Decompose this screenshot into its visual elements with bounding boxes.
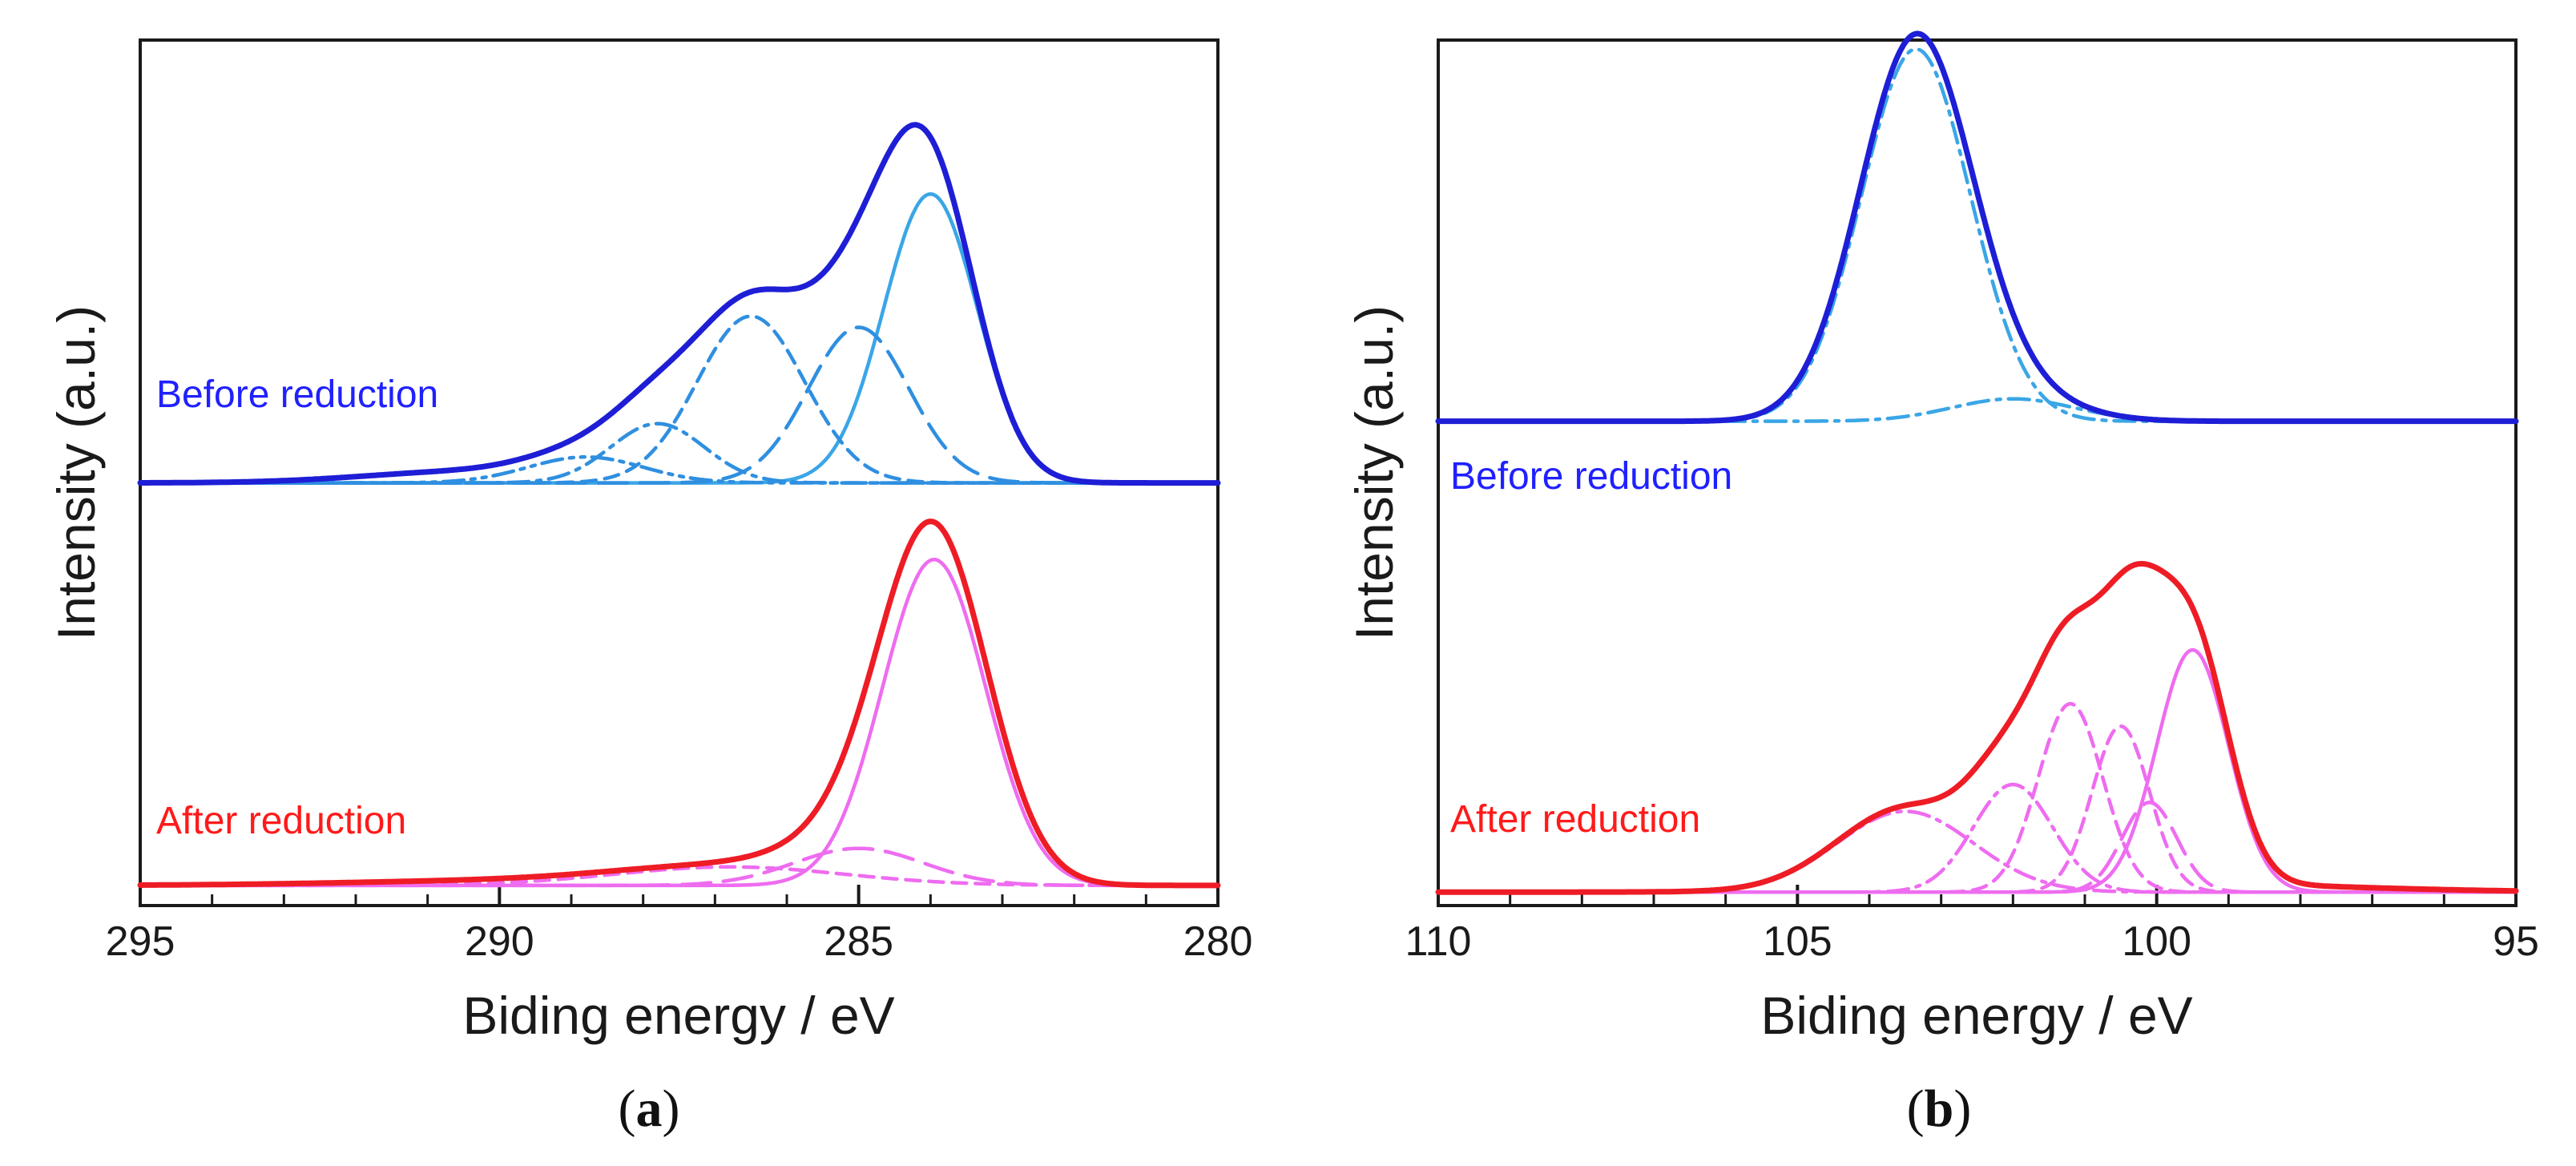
x-tick-label-110: 110 xyxy=(1405,918,1472,965)
component-after-short-dash-component-line xyxy=(138,865,1220,888)
y-axis-label-b: Intensity (a.u.) xyxy=(1344,305,1404,640)
panel-label-b: (b) xyxy=(1907,1079,1972,1138)
envelope-before-reduction-line xyxy=(137,122,1221,486)
x-axis-label-a: Biding energy / eV xyxy=(462,986,894,1045)
x-tick-labels-b: 110 105 100 95 xyxy=(1405,918,2539,965)
x-tick-label-280: 280 xyxy=(1183,918,1253,965)
component-c-c-component-line xyxy=(138,192,1220,485)
panel-b: 110 105 100 95 Before reduction After reduc… xyxy=(1344,30,2539,1138)
component-dash-dot-dot-component-line xyxy=(138,454,1220,485)
series-label-before-b: Before reduction xyxy=(1450,455,1732,498)
x-tick-labels-a: 295 290 285 280 xyxy=(106,918,1253,965)
panel-label-a: (a) xyxy=(619,1079,680,1138)
series-label-before-a: Before reduction xyxy=(156,373,438,416)
panel-a: 295 290 285 280 Before reduction After redu… xyxy=(46,38,1253,1138)
component-after-short-dash-component-1-line xyxy=(1436,724,2518,894)
envelope-after-reduction-line xyxy=(137,518,1221,889)
envelope-after-reduction-line xyxy=(1435,561,2519,895)
panel-letter-a: a xyxy=(636,1079,663,1138)
y-axis-label-a: Intensity (a.u.) xyxy=(46,305,106,640)
component-before-main-component-line xyxy=(1436,46,2518,423)
plot-frame-b xyxy=(1437,38,2518,907)
envelope-before-reduction-line xyxy=(1435,30,2519,425)
panel-letter-b: b xyxy=(1925,1079,1954,1138)
x-tick-label-100: 100 xyxy=(2122,918,2191,965)
series-label-after-a: After reduction xyxy=(156,800,406,842)
curves-b xyxy=(1435,30,2519,895)
x-tick-label-295: 295 xyxy=(106,918,175,965)
x-axis-label-b: Biding energy / eV xyxy=(1760,986,2192,1045)
component-after-solid-component-line xyxy=(1436,648,2518,894)
series-label-after-b: After reduction xyxy=(1450,798,1700,841)
plot-frame-a xyxy=(139,38,1219,907)
major-ticks-a xyxy=(139,885,1219,906)
minor-ticks-a xyxy=(211,894,1147,906)
x-tick-label-290: 290 xyxy=(465,918,534,965)
x-tick-label-285: 285 xyxy=(824,918,893,965)
minor-ticks-b xyxy=(1509,894,2445,906)
component-before-minor-component-line xyxy=(1436,397,2518,423)
x-tick-label-95: 95 xyxy=(2493,918,2539,965)
x-tick-label-105: 105 xyxy=(1763,918,1832,965)
curves-a xyxy=(137,122,1221,889)
